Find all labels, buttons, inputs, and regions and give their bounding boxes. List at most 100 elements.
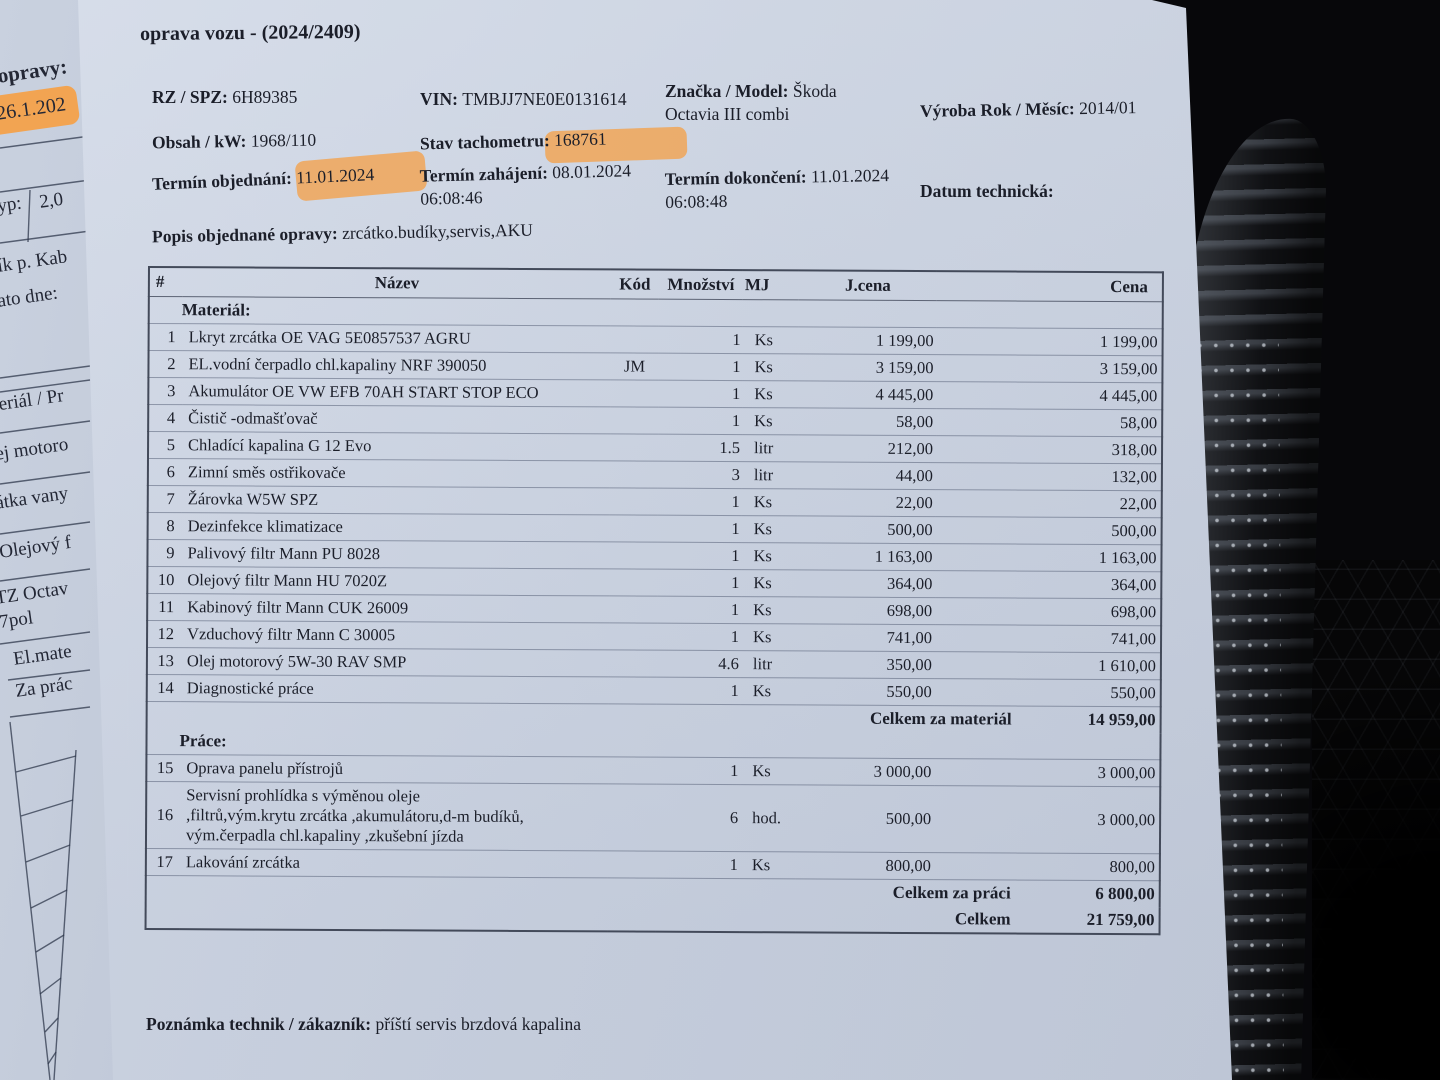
cell-unit-price: 800,00	[795, 851, 934, 880]
item-name: Zimní směs ostřikovače	[187, 462, 346, 483]
cell-unit: Ks	[741, 596, 798, 624]
cell-price: 132,00	[935, 462, 1162, 491]
cell-unit-price: 500,00	[795, 784, 935, 853]
item-name: Akumulátor OE VW EFB 70AH START STOP ECO	[188, 381, 539, 403]
cell-unit-price: 741,00	[796, 623, 936, 652]
cell-code	[609, 514, 658, 543]
cell-number: 9	[147, 539, 182, 567]
field-production-date: Výroba Rok / Měsíc2014/01	[920, 96, 1137, 123]
table-row: 16 Servisní prohlídka s výměnou oleje ,fi…	[145, 781, 1161, 854]
cell-number: 8	[147, 512, 182, 540]
cell-price: 318,00	[935, 435, 1163, 464]
item-name: Vzduchový filtr Mann C 30005	[187, 624, 396, 645]
cell-quantity: 1	[657, 596, 742, 624]
cell-unit: Ks	[742, 353, 799, 381]
item-name: Čistič -odmašťovač	[188, 408, 318, 428]
item-name: Diagnostické práce	[186, 678, 314, 698]
subtotal-label: Celkem za materiál	[869, 708, 1012, 729]
cell-unit: Ks	[741, 542, 798, 570]
col-header-price: Cena	[936, 271, 1163, 302]
cell-code	[608, 756, 657, 785]
cell-unit-price: 58,00	[798, 407, 937, 436]
cell-quantity: 1	[658, 407, 743, 435]
cell-unit-price: 698,00	[797, 596, 936, 625]
cell-price: 3 159,00	[936, 354, 1163, 383]
cell-number: 16	[145, 781, 181, 849]
cell-name: Diagnostické práce	[180, 674, 609, 704]
cell-quantity: 1	[657, 542, 742, 570]
cell-unit-price: 22,00	[797, 488, 936, 517]
cell-number: 11	[147, 593, 182, 621]
cell-quantity: 1	[657, 488, 742, 516]
field-finish-date: Termín dokončení11.01.2024 06:08:48	[665, 164, 890, 213]
cell-price: 3 000,00	[933, 785, 1161, 854]
cell-unit: Ks	[741, 515, 798, 543]
field-odometer: Stav tachometru168761	[420, 128, 607, 156]
left-sheet-grid-lines	[0, 135, 91, 1080]
cell-quantity: 1	[658, 380, 743, 408]
cell-quantity: 1	[658, 326, 743, 354]
item-name: Chladící kapalina G 12 Evo	[188, 435, 372, 456]
item-name: Kabinový filtr Mann CUK 26009	[187, 597, 409, 618]
cell-unit-price: 3 159,00	[798, 353, 937, 382]
cell-quantity: 1	[657, 569, 742, 597]
cell-unit-price: 550,00	[796, 677, 935, 706]
cell-number: 1	[148, 323, 183, 351]
col-header-name: Název	[182, 267, 611, 299]
cell-unit: Ks	[740, 757, 797, 785]
cell-code	[609, 595, 658, 624]
field-vin: VINTMBJJ7NE0E0131614	[420, 88, 627, 111]
cell-quantity: 3	[657, 461, 742, 489]
cell-name: Čistič -odmašťovač	[182, 404, 611, 434]
cell-unit: Ks	[741, 488, 798, 516]
col-header-quantity: Množství	[658, 269, 743, 300]
cell-name: Servisní prohlídka s výměnou oleje ,filt…	[179, 781, 609, 851]
cell-quantity: 1.5	[657, 434, 743, 462]
cell-code	[607, 850, 656, 879]
cell-unit: Ks	[741, 569, 798, 597]
cell-code: JM	[610, 352, 659, 381]
cell-quantity: 6	[655, 784, 741, 852]
cell-price: 500,00	[935, 516, 1162, 545]
cell-code	[609, 541, 658, 570]
cell-code	[610, 325, 659, 354]
cell-price: 800,00	[933, 852, 1160, 881]
cell-unit: litr	[741, 461, 798, 489]
left-sheet-fragment: 2,0	[38, 188, 65, 213]
cell-code	[609, 460, 658, 489]
cell-unit-price: 350,00	[796, 650, 935, 679]
item-name: Olej motorový 5W-30 RAV SMP	[186, 651, 407, 672]
cell-number: 10	[147, 566, 182, 594]
item-name: Servisní prohlídka s výměnou oleje ,filt…	[185, 785, 524, 846]
cell-name: Žárovka W5W SPZ	[181, 485, 610, 515]
cell-unit-price: 4 445,00	[798, 380, 937, 409]
cell-quantity: 4.6	[656, 650, 741, 678]
cell-number: 3	[148, 377, 183, 405]
cell-price: 4 445,00	[936, 381, 1163, 410]
cell-code	[608, 649, 657, 678]
cell-unit-price: 1 199,00	[798, 326, 937, 355]
cell-price: 741,00	[934, 624, 1162, 653]
cell-unit: litr	[741, 434, 799, 462]
cell-quantity: 1	[656, 623, 742, 651]
field-model: Značka / ModelŠkoda Octavia III combi	[665, 80, 837, 126]
grand-total-row: Celkem 21 759,00	[146, 902, 1160, 934]
cell-name: Lakování zrcátka	[179, 848, 608, 878]
item-name: Olejový filtr Mann HU 7020Z	[187, 570, 388, 591]
item-name: Dezinfekce klimatizace	[187, 516, 343, 537]
cell-price: 58,00	[936, 408, 1163, 437]
cell-unit-price: 212,00	[797, 434, 937, 463]
cell-name: Chladící kapalina G 12 Evo	[181, 431, 611, 461]
cell-name: Lkryt zrcátka OE VAG 5E0857537 AGRU	[182, 323, 611, 353]
cell-name: Dezinfekce klimatizace	[181, 512, 610, 542]
cell-code	[607, 783, 657, 852]
cell-quantity: 1	[655, 851, 740, 879]
cell-code	[610, 379, 659, 408]
cell-unit: Ks	[742, 380, 799, 408]
cell-number: 17	[145, 848, 180, 876]
cell-unit: Ks	[742, 326, 799, 354]
cell-name: Olejový filtr Mann HU 7020Z	[181, 566, 610, 596]
item-name: Žárovka W5W SPZ	[187, 489, 319, 509]
cell-code	[609, 568, 658, 597]
